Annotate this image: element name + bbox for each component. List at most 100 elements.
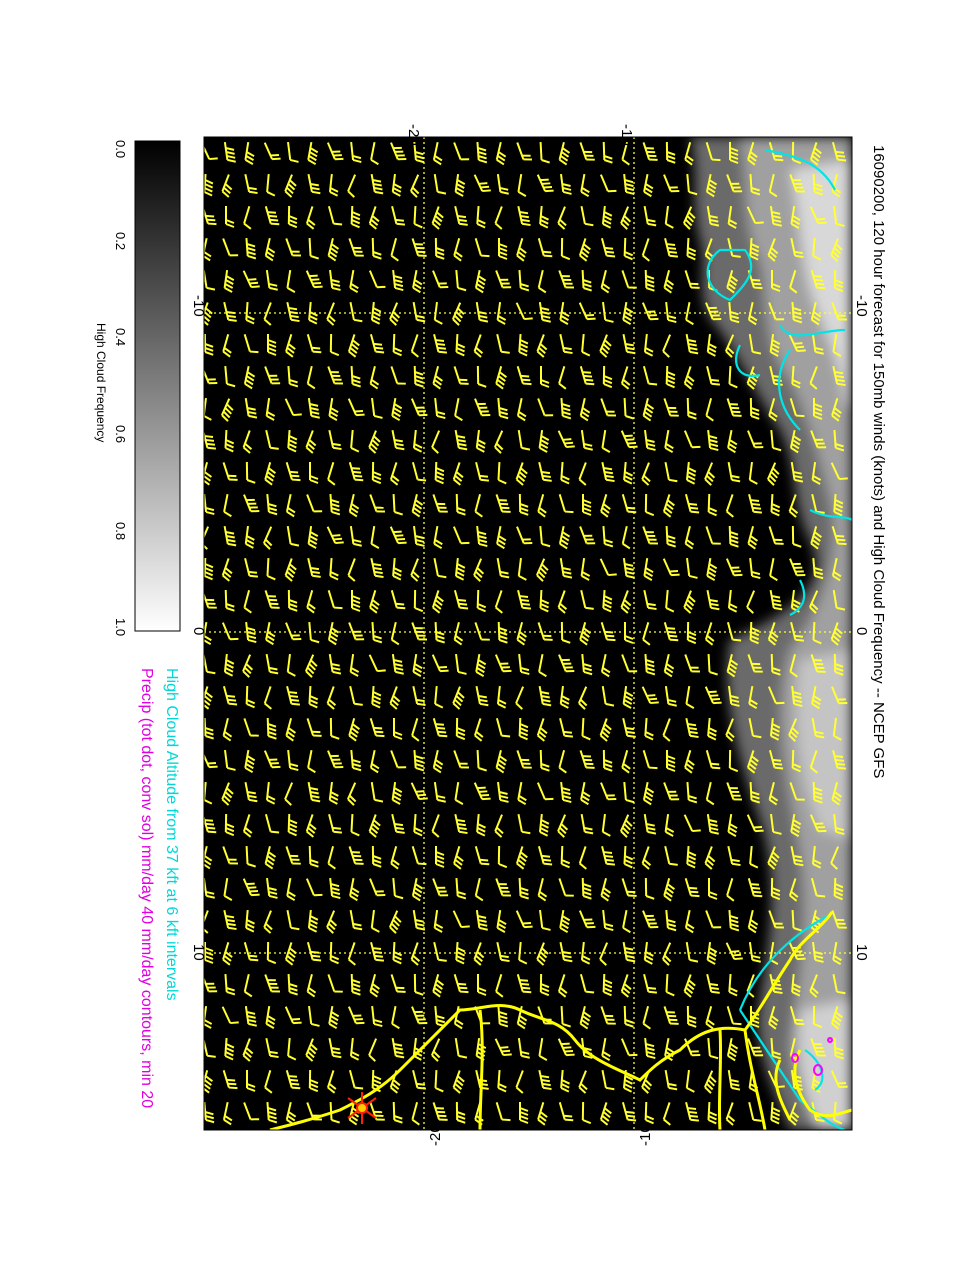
wind-barb: [474, 398, 491, 417]
wind-barb: [621, 750, 631, 774]
wind-barb: [370, 173, 384, 195]
wind-barb: [706, 365, 721, 386]
wind-barb: [221, 622, 239, 641]
wind-barb: [831, 782, 843, 806]
wind-barb: [224, 813, 235, 837]
wind-barb: [642, 910, 659, 929]
wind-barb: [495, 718, 511, 738]
wind-barb: [267, 334, 277, 356]
wind-barb: [790, 205, 801, 229]
wind-barb: [662, 718, 671, 742]
wind-barb: [748, 461, 758, 485]
wind-barb: [204, 1070, 214, 1094]
wind-barb: [770, 1101, 781, 1125]
wind-barb: [620, 366, 631, 390]
wind-barb: [727, 845, 741, 867]
wind-barb: [410, 782, 428, 801]
wind-barb: [368, 654, 386, 673]
wind-barb: [748, 717, 762, 739]
wind-barb: [558, 366, 567, 390]
wind-barb: [413, 141, 425, 164]
wind-barb: [665, 301, 677, 324]
wind-barb: [284, 398, 302, 417]
wind-barb: [539, 909, 551, 931]
wind-barb: [536, 718, 548, 742]
wind-barb: [747, 430, 764, 449]
wind-barb: [704, 622, 715, 646]
wind-barb: [622, 685, 634, 709]
wind-barb: [516, 750, 532, 769]
wind-barb: [767, 462, 780, 486]
wind-barb: [809, 590, 819, 614]
wind-barb: [474, 238, 490, 258]
wind-barb: [410, 558, 420, 582]
wind-barb: [812, 237, 822, 261]
wind-barb: [537, 494, 547, 518]
wind-barb: [326, 302, 336, 326]
wind-barb: [285, 493, 296, 518]
wind-barb: [725, 558, 743, 577]
wind-barb: [243, 718, 259, 737]
wind-barb: [410, 942, 421, 966]
wind-barb: [432, 718, 448, 738]
wind-barb: [413, 205, 423, 229]
wind-barb: [305, 878, 323, 897]
wind-barb: [579, 974, 595, 994]
wind-barb: [768, 750, 784, 770]
wind-barb: [265, 1037, 279, 1059]
wind-barb: [412, 1069, 427, 1090]
wind-barb: [517, 589, 532, 610]
wind-barb: [389, 526, 407, 545]
wind-barb: [791, 301, 803, 324]
wind-barb: [579, 526, 596, 545]
wind-barb: [306, 718, 322, 737]
wind-barb: [665, 365, 676, 389]
wind-barb: [495, 270, 512, 289]
wind-barb: [285, 238, 301, 257]
wind-barb: [666, 750, 676, 772]
wind-barb: [832, 589, 846, 611]
wind-barb: [643, 205, 657, 227]
wind-barb: [539, 749, 550, 772]
wind-barb: [284, 558, 297, 582]
wind-barb: [600, 1006, 616, 1025]
wind-barb: [643, 813, 657, 835]
wind-barb: [305, 206, 316, 230]
wind-barb: [287, 589, 298, 612]
wind-barb: [540, 366, 550, 388]
wind-barb: [580, 813, 594, 835]
wind-barb: [685, 1069, 695, 1093]
wind-barb: [560, 1005, 571, 1028]
wind-barb: [243, 973, 253, 998]
wind-barb: [411, 1102, 420, 1126]
wind-barb: [831, 302, 847, 321]
wind-barb: [790, 621, 805, 642]
wind-barb: [244, 397, 258, 419]
wind-barb: [204, 333, 214, 356]
wind-barb: [602, 909, 614, 932]
colorbar: 0.0 0.2 0.4 0.6 0.8 1.0 High Cloud Frequ…: [94, 140, 181, 636]
wind-barb: [685, 461, 697, 485]
wind-barb: [454, 205, 468, 226]
wind-barb: [791, 525, 802, 548]
wind-barb: [473, 174, 491, 193]
wind-barb: [329, 1101, 340, 1124]
wind-barb: [600, 622, 616, 642]
wind-barb: [306, 942, 322, 962]
wind-barb: [559, 301, 570, 325]
wind-barb: [623, 173, 635, 196]
wind-barb: [263, 750, 281, 769]
wind-barb: [222, 1101, 233, 1126]
wind-barb: [474, 269, 487, 294]
wind-barb: [516, 974, 532, 994]
wind-barb: [475, 909, 488, 931]
wind-barb: [287, 973, 298, 996]
wind-barb: [496, 301, 507, 325]
wind-barb: [536, 558, 549, 582]
wind-barb: [644, 1101, 655, 1125]
wind-barb: [518, 333, 529, 357]
wind-barb: [748, 941, 761, 963]
wind-barb: [768, 910, 784, 929]
wind-barb: [790, 461, 804, 483]
wind-barb: [788, 1102, 800, 1126]
